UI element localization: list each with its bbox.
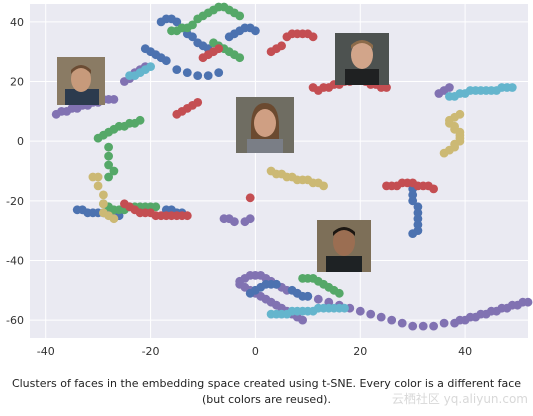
y-tick-label: -60: [6, 314, 24, 327]
data-point: [146, 62, 156, 71]
data-point: [99, 199, 108, 209]
data-point: [182, 211, 192, 221]
x-tick-labels: -40 -20 0 20 40: [37, 345, 472, 358]
data-point: [203, 71, 213, 80]
data-point: [182, 68, 192, 77]
data-point: [104, 142, 113, 152]
data-point: [172, 65, 182, 74]
data-point: [408, 229, 418, 239]
face-thumbnail: [335, 33, 389, 85]
x-tick-label: 0: [252, 345, 259, 358]
data-point: [387, 315, 397, 325]
data-point: [319, 181, 328, 191]
data-point: [230, 217, 239, 227]
face-thumbnails: [57, 33, 389, 272]
x-tick-label: -40: [37, 345, 55, 358]
face-thumbnail: [317, 220, 371, 272]
data-point: [445, 83, 454, 92]
y-tick-labels: 40 20 0 -20 -40 -60: [6, 16, 24, 327]
data-point: [245, 214, 255, 224]
data-point: [507, 83, 517, 92]
data-point: [104, 172, 113, 182]
data-point: [251, 26, 260, 36]
data-point: [109, 166, 119, 176]
data-point: [214, 44, 224, 54]
figure-caption: Clusters of faces in the embedding space…: [11, 377, 522, 406]
tsne-scatter-figure: 40 20 0 -20 -40 -60 -40 -20 0 20 40: [6, 2, 533, 358]
data-point: [214, 68, 224, 77]
x-tick-label: 20: [353, 345, 367, 358]
y-tick-label: 40: [10, 16, 24, 29]
data-point: [340, 303, 349, 313]
data-point: [450, 318, 459, 328]
face-thumbnail: [57, 57, 105, 105]
data-point: [109, 214, 119, 224]
data-point: [188, 32, 197, 42]
data-point: [429, 184, 438, 194]
data-point: [376, 312, 386, 322]
data-point: [109, 95, 119, 104]
data-point: [455, 109, 465, 119]
data-point: [334, 288, 344, 298]
data-point: [235, 11, 245, 21]
data-point: [104, 151, 113, 161]
y-tick-label: 0: [17, 135, 24, 148]
data-point: [135, 115, 145, 125]
data-point: [193, 71, 203, 80]
watermark: 云栖社区 yq.aliyun.com: [391, 392, 528, 406]
face-thumbnail: [236, 97, 294, 153]
data-point: [93, 172, 103, 182]
data-point: [272, 279, 281, 289]
data-point: [408, 321, 418, 331]
y-tick-label: -40: [6, 254, 24, 267]
data-point: [277, 41, 286, 51]
data-point: [366, 309, 376, 319]
yellow-point-series: [88, 109, 465, 224]
data-point: [382, 83, 391, 92]
data-point: [93, 181, 103, 191]
data-point: [193, 98, 203, 107]
data-point: [429, 321, 438, 331]
data-point: [308, 32, 318, 42]
data-point: [245, 193, 255, 203]
data-point: [99, 190, 108, 200]
data-point: [418, 321, 428, 331]
data-point: [355, 306, 365, 316]
data-point: [303, 291, 313, 301]
data-point: [161, 56, 171, 66]
green-point-series: [93, 2, 344, 298]
data-point: [298, 315, 307, 325]
data-point: [188, 20, 197, 30]
y-tick-label: -20: [6, 195, 24, 208]
cyan-point-series: [125, 62, 517, 319]
x-tick-label: -20: [142, 345, 160, 358]
data-point: [151, 202, 161, 212]
x-tick-label: 40: [458, 345, 472, 358]
data-point: [313, 294, 323, 304]
data-point: [439, 318, 449, 328]
data-point: [104, 160, 113, 170]
y-tick-label: 20: [10, 76, 24, 89]
data-point: [408, 196, 418, 206]
data-point: [235, 53, 245, 63]
data-point: [397, 318, 407, 328]
data-point: [172, 17, 182, 27]
